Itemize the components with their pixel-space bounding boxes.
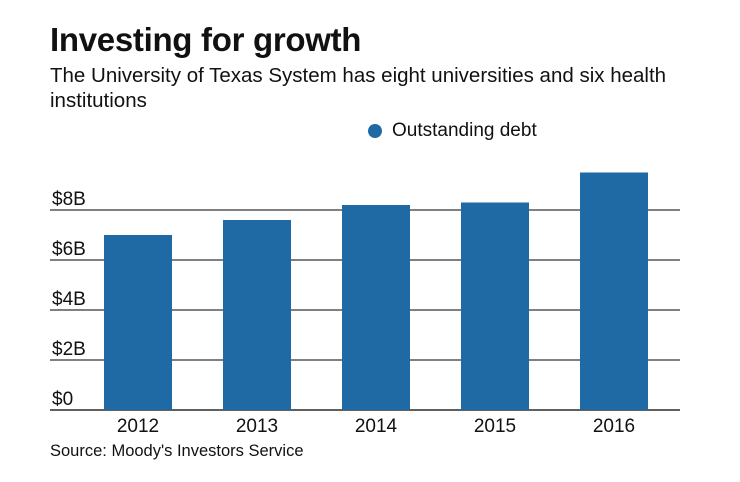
bars xyxy=(104,172,648,410)
x-tick-label: 2016 xyxy=(593,416,635,437)
legend: Outstanding debt xyxy=(368,120,537,142)
source-note: Source: Moody's Investors Service xyxy=(50,442,304,460)
bar-2012 xyxy=(104,235,172,410)
y-tick-label: $4B xyxy=(52,289,86,310)
bar-2015 xyxy=(461,202,529,410)
y-tick-label: $8B xyxy=(52,189,86,210)
y-tick-label: $2B xyxy=(52,339,86,360)
axis-labels: $0 $2B $4B $6B $8B 2012 2013 2014 2015 2016 xyxy=(52,189,635,437)
x-tick-label: 2013 xyxy=(236,416,278,437)
bar-2014 xyxy=(342,205,410,410)
legend-label: Outstanding debt xyxy=(392,120,537,141)
chart-title: Investing for growth xyxy=(50,21,362,58)
chart-subtitle: The University of Texas System has eight… xyxy=(50,64,667,112)
y-tick-label: $0 xyxy=(52,389,73,410)
y-tick-label: $6B xyxy=(52,239,86,260)
bar-2016 xyxy=(580,172,648,410)
legend-swatch-icon xyxy=(368,124,382,138)
x-tick-label: 2015 xyxy=(474,416,516,437)
bar-2013 xyxy=(223,220,291,410)
x-tick-label: 2012 xyxy=(117,416,159,437)
x-tick-label: 2014 xyxy=(355,416,398,437)
